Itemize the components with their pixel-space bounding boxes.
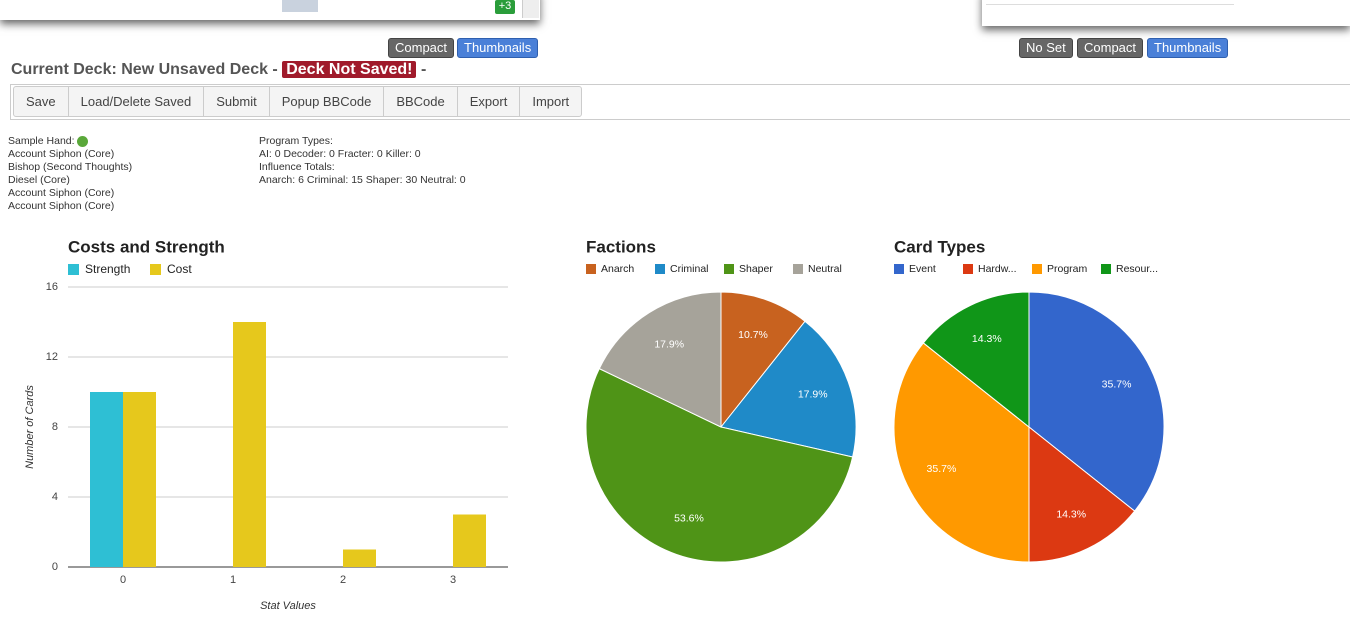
x-tick-label: 1 [230,574,236,586]
card-panel: +3 [0,0,540,20]
legend-swatch [1032,264,1042,274]
toolbar: Save Load/Delete Saved Submit Popup BBCode B… [13,86,583,117]
legend-swatch [150,264,161,275]
slice-label: 14.3% [972,333,1002,345]
slice-label: 35.7% [1102,379,1132,391]
legend-swatch [586,264,596,274]
y-tick-label: 0 [52,561,58,573]
slice-label: 17.9% [798,389,828,401]
legend-swatch [963,264,973,274]
legend-swatch [68,264,79,275]
pie-slice [585,367,854,563]
legend-label: Criminal [670,263,709,275]
x-tick-label: 2 [340,574,346,586]
chart-title: Card Types [894,237,985,256]
legend-label: Strength [85,262,130,276]
legend-swatch [655,264,665,274]
hand-card: Diesel (Core) [8,174,70,186]
deck-heading: Current Deck: New Unsaved Deck - Deck No… [11,61,426,79]
bar [453,514,486,567]
y-tick-label: 8 [52,421,58,433]
legend-label: Program [1047,263,1088,275]
toolbar-button[interactable]: Popup BBCode [270,87,385,116]
y-tick-label: 16 [46,281,58,293]
badge: +3 [495,0,515,14]
slice-label: 10.7% [738,329,768,341]
scrollbar [522,0,539,18]
refresh-icon[interactable] [77,135,89,147]
stat-line: Anarch: 6 Criminal: 15 Shaper: 30 Neutra… [259,174,466,186]
pie-slice [720,291,806,429]
legend-swatch [724,264,734,274]
pie-slice [922,291,1030,429]
y-axis-label: Number of Cards [24,385,36,469]
x-tick-label: 0 [120,574,126,586]
pie-slice [598,291,722,428]
toolbar-button[interactable]: Import [532,94,570,109]
legend-label: Shaper [739,263,773,275]
legend-label: Hardw... [978,263,1017,275]
stat-line: Program Types: [259,135,333,147]
bar [343,549,376,567]
view-button[interactable]: No Set [1019,38,1073,58]
deck-status: Deck Not Saved! [282,61,417,78]
legend-label: Neutral [808,263,842,275]
card-panel-right [982,0,1350,26]
toolbar-bar: Save Load/Delete Saved Submit Popup BBCode B… [10,84,1350,120]
view-button[interactable]: Compact [388,38,455,58]
hand-label: Sample Hand: [8,135,75,147]
legend-swatch [1101,264,1111,274]
chart-title: Factions [586,237,656,256]
slice-label: 17.9% [654,339,684,351]
bar [123,392,156,567]
stats: Program Types: AI: 0 Decoder: 0 Fracter: … [259,135,466,187]
legend-label: Resour... [1116,263,1158,275]
stat-line: AI: 0 Decoder: 0 Fracter: 0 Killer: 0 [259,148,421,160]
stat-line: Influence Totals: [259,161,335,173]
slice-label: 53.6% [674,513,704,525]
legend-swatch [793,264,803,274]
chart-title: Costs and Strength [68,237,225,256]
divider [986,4,1234,5]
hand-card: Account Siphon (Core) [8,187,115,199]
view-button[interactable]: Compact [1077,38,1144,58]
bar [90,392,123,567]
toolbar-button[interactable]: Save [14,87,69,116]
y-tick-label: 12 [46,351,58,363]
view-button[interactable]: Thumbnails [457,38,539,58]
slice-label: 35.7% [927,463,957,475]
toolbar-button[interactable]: Submit [204,87,270,116]
hand-card: Account Siphon (Core) [8,148,115,160]
x-tick-label: 3 [450,574,456,586]
view-button[interactable]: Thumbnails [1147,38,1229,58]
sample-hand: Sample Hand: Account Siphon (Core) Bishop… [8,135,132,213]
slice-label: 14.3% [1056,508,1086,520]
legend-swatch [894,264,904,274]
deck-suffix: - [420,61,427,78]
pie-slice [720,320,857,458]
hand-card: Bishop (Second Thoughts) [8,161,133,173]
toolbar-button[interactable]: BBCode [384,87,458,116]
y-tick-label: 4 [52,491,58,503]
toolbar-button[interactable]: Export [458,87,521,116]
pie-slice [893,342,1030,563]
bar [233,322,266,567]
deck-label: Current Deck: New Unsaved Deck - [11,61,278,78]
x-axis-label: Stat Values [260,600,316,612]
legend-label: Anarch [601,263,634,275]
pie-slice [1028,425,1136,563]
pie-slice [1028,291,1165,512]
legend-label: Event [909,263,936,275]
legend-label: Cost [167,262,192,276]
hand-card: Account Siphon (Core) [8,200,115,212]
card-thumb [282,0,318,12]
toolbar-button[interactable]: Load/Delete Saved [69,87,205,116]
